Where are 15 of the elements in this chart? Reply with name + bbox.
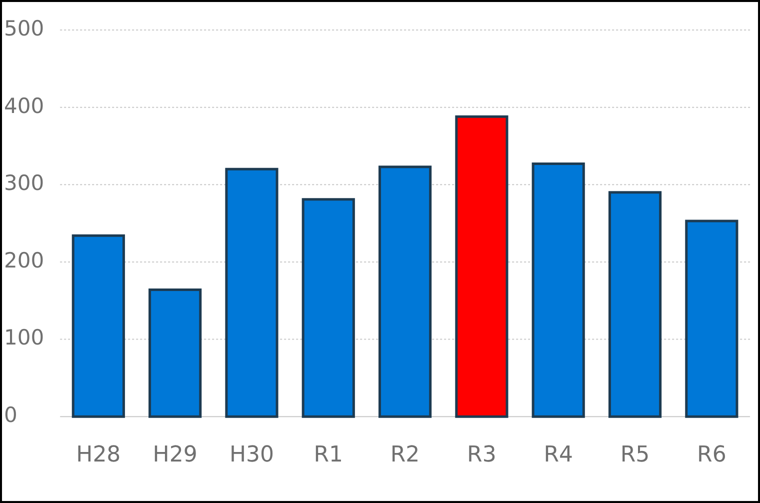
x-tick-label: R6 [697,442,726,468]
y-tick-label: 400 [4,94,44,118]
y-tick-label: 100 [4,326,44,350]
y-tick-label: 300 [4,171,44,196]
y-tick-label: 500 [4,16,44,40]
y-tick-label: 0 [4,403,18,428]
x-tick-label: H29 [152,442,198,468]
x-tick-label: R2 [390,442,420,468]
y-tick-label: 200 [4,248,44,272]
x-tick-label: H28 [76,442,121,468]
x-tick-label: R5 [620,442,650,468]
x-tick-label: R3 [467,442,496,468]
x-tick-label: R4 [544,442,574,468]
x-tick-label: H30 [229,442,274,468]
x-tick-label: R1 [314,442,344,468]
